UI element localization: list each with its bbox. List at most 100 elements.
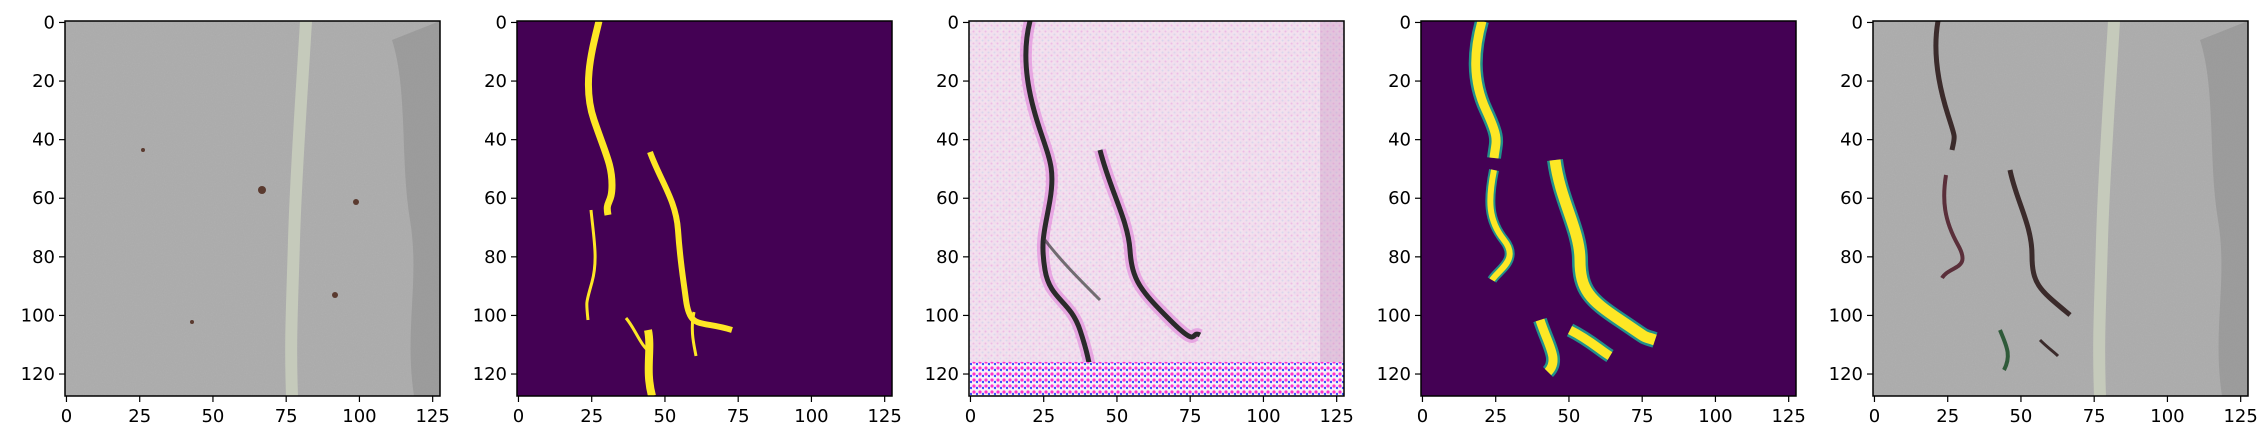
- y-tick-label: 80: [484, 247, 507, 268]
- concrete-texture: [65, 21, 440, 396]
- overlay-crack: [2038, 338, 2060, 358]
- generated-crack: [1097, 149, 1202, 340]
- mask-crack: [584, 21, 616, 216]
- x-tick-label: 75: [1631, 406, 1654, 427]
- mask-crack: [585, 209, 597, 321]
- y-tick-label: 120: [473, 364, 507, 385]
- x-tick-label: 0: [1417, 406, 1428, 427]
- y-tick-label: 40: [32, 130, 55, 151]
- overlay-crack: [2007, 169, 2072, 317]
- x-tick-label: 125: [2223, 406, 2257, 427]
- y-tick-label: 0: [1400, 12, 1411, 33]
- x-tick-label: 125: [415, 406, 449, 427]
- y-tick-label: 80: [936, 247, 959, 268]
- y-tick-label: 80: [1840, 247, 1863, 268]
- overlay-crack: [1998, 329, 2010, 371]
- generated-crack: [1023, 21, 1098, 396]
- x-tick-label: 100: [342, 406, 376, 427]
- y-tick-label: 60: [1388, 188, 1411, 209]
- mask-crack: [690, 311, 698, 357]
- y-tick-label: 100: [925, 305, 959, 326]
- x-tick-label: 75: [1179, 406, 1202, 427]
- axes-layer: 0 25 50 75 100 125 0 20 40 60 80 100 120 0 25 50 75 100 12…: [21, 12, 2258, 427]
- pit: [332, 292, 338, 298]
- x-tick-label: 100: [2150, 406, 2184, 427]
- mask-background: [517, 21, 892, 396]
- y-tick-label: 60: [484, 188, 507, 209]
- x-tick-label: 100: [794, 406, 828, 427]
- y-tick-label: 0: [948, 12, 959, 33]
- x-tick-label: 125: [1319, 406, 1353, 427]
- x-tick-label: 125: [1771, 406, 1805, 427]
- joint-line: [285, 21, 312, 396]
- y-tick-label: 80: [1388, 247, 1411, 268]
- y-tick-label: 120: [21, 364, 55, 385]
- x-tick-label: 50: [1105, 406, 1128, 427]
- y-tick-label: 20: [936, 71, 959, 92]
- y-tick-label: 40: [1840, 130, 1863, 151]
- y-tick-label: 80: [32, 247, 55, 268]
- pit: [353, 199, 359, 205]
- y-tick-label: 20: [484, 71, 507, 92]
- y-tick-label: 40: [1388, 130, 1411, 151]
- y-tick-label: 60: [936, 188, 959, 209]
- generated-crack: [1043, 239, 1102, 302]
- generated-band: [969, 362, 1344, 396]
- mask-crack: [644, 329, 656, 396]
- axes-frame: [1872, 20, 2249, 397]
- pred-crack: [1535, 318, 1613, 376]
- panel-mask-target: [517, 21, 892, 396]
- x-tick-label: 25: [1032, 406, 1055, 427]
- x-tick-label: 125: [867, 406, 901, 427]
- x-tick-label: 100: [1246, 406, 1280, 427]
- x-tick-label: 0: [513, 406, 524, 427]
- x-tick-label: 50: [653, 406, 676, 427]
- x-tick-label: 0: [965, 406, 976, 427]
- pred-crack: [1549, 159, 1657, 346]
- x-tick-label: 25: [580, 406, 603, 427]
- axes-frame: [1420, 20, 1797, 397]
- panel-overlay-result: [1873, 21, 2248, 396]
- x-tick-label: 100: [1698, 406, 1732, 427]
- y-tick-label: 100: [473, 305, 507, 326]
- y-tick-label: 20: [1388, 71, 1411, 92]
- axes-frame: [968, 20, 1345, 397]
- x-tick-label: 25: [1484, 406, 1507, 427]
- y-tick-label: 60: [32, 188, 55, 209]
- axes-frame: [64, 20, 441, 397]
- y-tick-label: 40: [936, 130, 959, 151]
- y-tick-label: 60: [1840, 188, 1863, 209]
- x-tick-label: 50: [2009, 406, 2032, 427]
- x-tick-label: 0: [1869, 406, 1880, 427]
- y-tick-label: 20: [32, 71, 55, 92]
- overlay-joint-line: [2093, 21, 2120, 396]
- y-tick-label: 100: [1829, 305, 1863, 326]
- x-tick-label: 75: [275, 406, 298, 427]
- pred-crack: [1487, 169, 1513, 282]
- panel-generated-crack: [969, 21, 1344, 396]
- x-tick-label: 75: [727, 406, 750, 427]
- y-tick-label: 0: [1852, 12, 1863, 33]
- pit: [190, 320, 194, 324]
- y-tick-label: 100: [1377, 305, 1411, 326]
- y-tick-label: 120: [925, 364, 959, 385]
- x-tick-label: 25: [128, 406, 151, 427]
- overlay-stain-right: [2200, 21, 2248, 396]
- generated-edge-right: [1320, 21, 1344, 396]
- y-tick-label: 0: [496, 12, 507, 33]
- y-tick-label: 100: [21, 305, 55, 326]
- x-tick-label: 75: [2083, 406, 2106, 427]
- overlay-crack: [1940, 174, 1965, 280]
- pred-crack: [1471, 21, 1501, 159]
- x-tick-label: 50: [201, 406, 224, 427]
- y-tick-label: 120: [1829, 364, 1863, 385]
- pit: [258, 186, 266, 194]
- axes-frame: [516, 20, 893, 397]
- y-tick-label: 20: [1840, 71, 1863, 92]
- panel-mask-predicted: [1421, 21, 1796, 396]
- y-tick-label: 40: [484, 130, 507, 151]
- stain-right: [392, 21, 440, 396]
- pit: [141, 148, 145, 152]
- overlay-crack: [1933, 21, 1957, 151]
